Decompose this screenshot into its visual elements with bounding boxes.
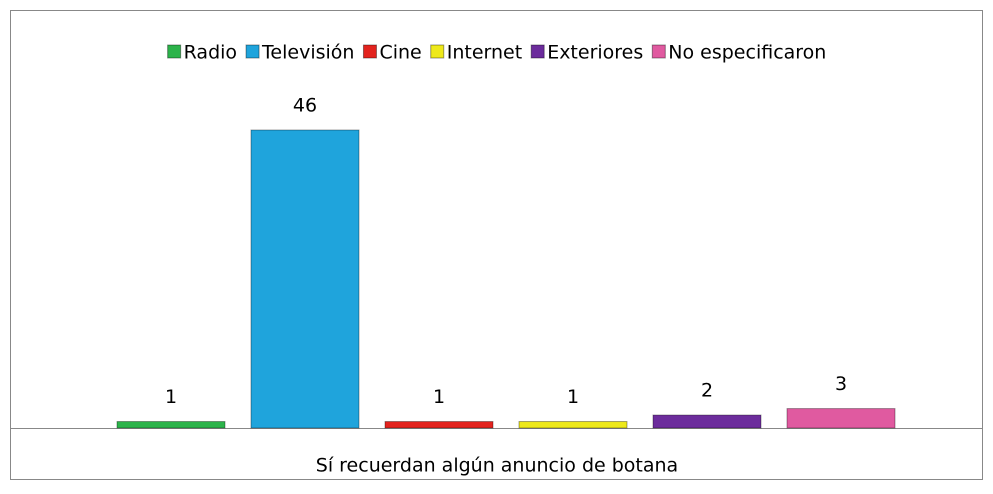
data-label: 1 — [433, 386, 445, 408]
bar — [786, 408, 896, 429]
legend-label: Televisión — [261, 42, 354, 64]
data-label: 46 — [293, 95, 317, 117]
legend-label: Cine — [379, 42, 421, 64]
legend-label: Radio — [184, 42, 237, 64]
data-label: 1 — [567, 386, 579, 408]
data-label: 1 — [165, 386, 177, 408]
legend-label: No especificaron — [668, 42, 826, 64]
legend-label: Internet — [447, 42, 522, 64]
bar — [652, 414, 762, 429]
chart-border — [10, 10, 983, 480]
bar — [116, 421, 226, 429]
bar — [518, 421, 628, 429]
data-label: 2 — [701, 380, 713, 402]
bar — [250, 129, 360, 429]
legend-swatch — [651, 44, 666, 59]
legend-swatch — [362, 44, 377, 59]
legend-swatch — [167, 44, 182, 59]
legend-swatch — [245, 44, 260, 59]
legend-swatch — [430, 44, 445, 59]
x-tick-label: Sí recuerdan algún anuncio de botana — [316, 455, 678, 477]
legend-swatch — [530, 44, 545, 59]
bar — [384, 421, 494, 429]
legend-label: Exteriores — [547, 42, 643, 64]
data-label: 3 — [835, 373, 847, 395]
